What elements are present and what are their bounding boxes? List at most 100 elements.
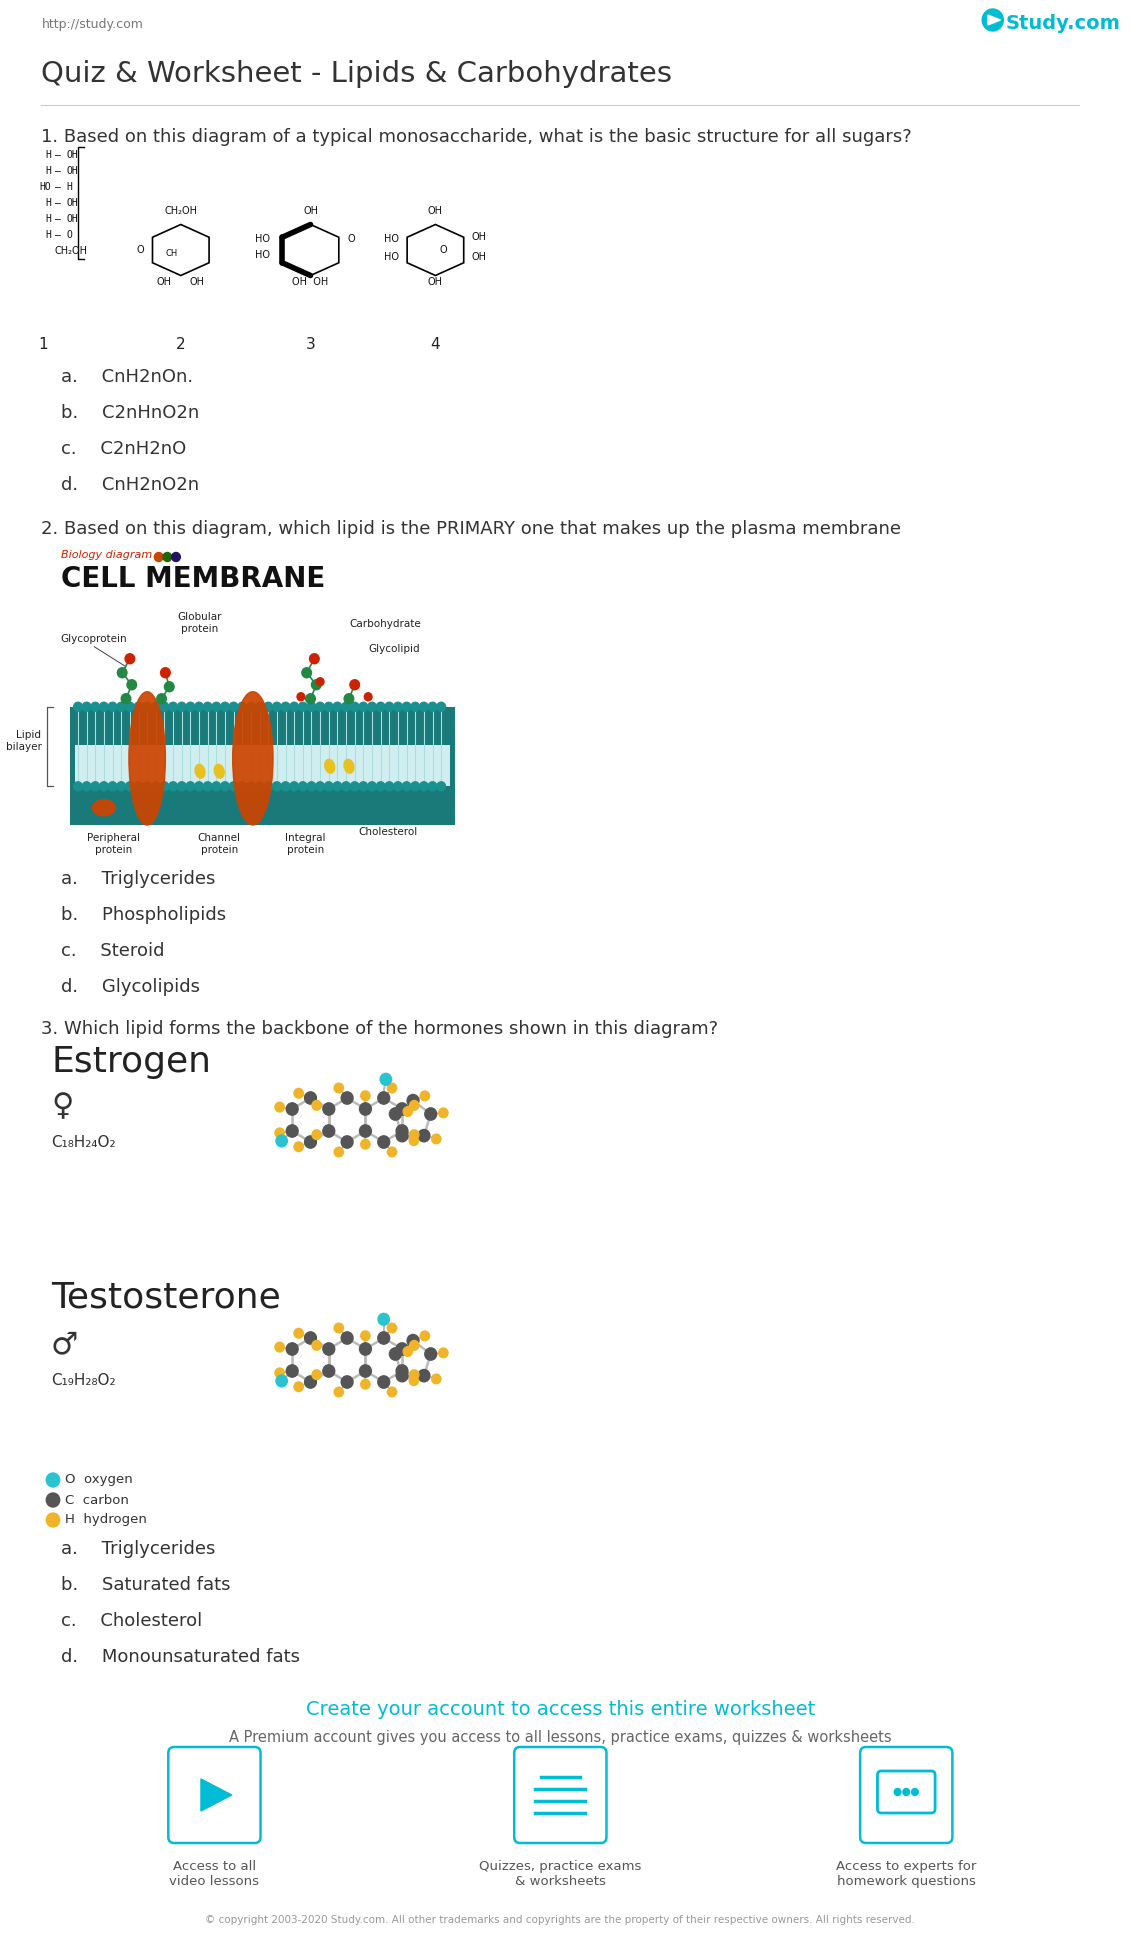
- Circle shape: [341, 1376, 353, 1388]
- Circle shape: [323, 1365, 335, 1376]
- Circle shape: [307, 781, 316, 791]
- Circle shape: [203, 781, 212, 791]
- Circle shape: [282, 702, 290, 712]
- Text: Study.com: Study.com: [1005, 14, 1121, 33]
- Circle shape: [429, 781, 437, 791]
- Circle shape: [221, 781, 229, 791]
- Text: 2: 2: [176, 338, 186, 352]
- Circle shape: [286, 1365, 299, 1376]
- Text: Glycolipid: Glycolipid: [368, 643, 420, 653]
- Text: 3. Which lipid forms the backbone of the hormones shown in this diagram?: 3. Which lipid forms the backbone of the…: [41, 1021, 718, 1038]
- Circle shape: [396, 1102, 408, 1116]
- Circle shape: [342, 781, 350, 791]
- Circle shape: [74, 781, 82, 791]
- Text: a.  Triglycerides: a. Triglycerides: [60, 871, 215, 888]
- Circle shape: [238, 781, 246, 791]
- Circle shape: [912, 1788, 919, 1796]
- Text: Estrogen: Estrogen: [51, 1046, 211, 1079]
- Circle shape: [121, 694, 131, 704]
- Circle shape: [432, 1133, 441, 1143]
- Circle shape: [298, 692, 304, 700]
- Circle shape: [360, 1380, 370, 1390]
- Circle shape: [377, 1093, 390, 1104]
- Text: d.  CnH2nO2n: d. CnH2nO2n: [60, 476, 198, 494]
- Text: Lipid
bilayer: Lipid bilayer: [6, 731, 41, 752]
- Circle shape: [380, 1073, 391, 1085]
- Circle shape: [246, 781, 255, 791]
- Circle shape: [316, 678, 324, 686]
- Circle shape: [117, 667, 127, 678]
- Circle shape: [393, 702, 402, 712]
- Text: Quizzes, practice exams
& worksheets: Quizzes, practice exams & worksheets: [479, 1860, 642, 1888]
- Circle shape: [359, 1126, 372, 1137]
- Circle shape: [429, 702, 437, 712]
- Circle shape: [409, 1135, 418, 1145]
- Circle shape: [409, 1341, 418, 1351]
- Circle shape: [388, 1083, 397, 1093]
- Circle shape: [425, 1347, 437, 1361]
- Circle shape: [410, 781, 420, 791]
- Circle shape: [390, 1347, 401, 1361]
- Circle shape: [195, 781, 203, 791]
- Circle shape: [409, 1129, 418, 1139]
- Circle shape: [91, 702, 99, 712]
- Circle shape: [341, 1332, 353, 1343]
- Circle shape: [360, 1139, 370, 1149]
- Circle shape: [135, 781, 142, 791]
- Text: Cholesterol: Cholesterol: [359, 826, 417, 838]
- Circle shape: [47, 1474, 59, 1487]
- Circle shape: [425, 1108, 437, 1120]
- Circle shape: [903, 1788, 910, 1796]
- Circle shape: [304, 1093, 317, 1104]
- Text: H: H: [46, 214, 51, 224]
- Circle shape: [47, 1493, 59, 1507]
- Circle shape: [299, 781, 307, 791]
- Text: C₁₉H₂₈O₂: C₁₉H₂₈O₂: [51, 1372, 115, 1388]
- Circle shape: [142, 702, 152, 712]
- Circle shape: [160, 702, 169, 712]
- Text: b.  Saturated fats: b. Saturated fats: [60, 1577, 230, 1594]
- Text: ♂: ♂: [51, 1330, 79, 1359]
- Circle shape: [359, 1102, 372, 1116]
- Circle shape: [420, 781, 429, 791]
- Circle shape: [161, 667, 170, 678]
- Circle shape: [154, 552, 163, 562]
- Circle shape: [246, 702, 255, 712]
- Text: Quiz & Worksheet - Lipids & Carbohydrates: Quiz & Worksheet - Lipids & Carbohydrate…: [41, 60, 673, 87]
- Circle shape: [388, 1147, 397, 1157]
- Polygon shape: [988, 16, 1001, 25]
- Text: CH₂OH: CH₂OH: [164, 206, 197, 216]
- Circle shape: [418, 1369, 430, 1382]
- Text: OH: OH: [472, 231, 487, 241]
- Circle shape: [365, 692, 372, 700]
- Ellipse shape: [195, 764, 205, 778]
- Circle shape: [983, 10, 1003, 31]
- Circle shape: [360, 1332, 370, 1341]
- Circle shape: [385, 702, 393, 712]
- Text: HO: HO: [39, 183, 51, 192]
- Circle shape: [341, 1135, 353, 1149]
- Circle shape: [407, 1094, 418, 1106]
- Circle shape: [304, 1135, 317, 1149]
- Circle shape: [404, 1106, 413, 1116]
- Circle shape: [390, 1108, 401, 1120]
- Text: H: H: [66, 183, 72, 192]
- Circle shape: [437, 702, 446, 712]
- Text: Channel
protein: Channel protein: [197, 834, 241, 855]
- Text: OH: OH: [303, 206, 318, 216]
- Circle shape: [409, 1376, 418, 1386]
- Text: OH: OH: [66, 214, 79, 224]
- Circle shape: [333, 781, 342, 791]
- Circle shape: [163, 552, 172, 562]
- Text: c.  Cholesterol: c. Cholesterol: [60, 1612, 202, 1629]
- Text: OH: OH: [66, 165, 79, 177]
- Text: H: H: [46, 229, 51, 239]
- Circle shape: [255, 702, 263, 712]
- Ellipse shape: [344, 760, 353, 774]
- Circle shape: [359, 781, 368, 791]
- Circle shape: [377, 1332, 390, 1343]
- Circle shape: [276, 1374, 287, 1386]
- Circle shape: [397, 1369, 408, 1382]
- Circle shape: [334, 1388, 343, 1398]
- Circle shape: [152, 702, 160, 712]
